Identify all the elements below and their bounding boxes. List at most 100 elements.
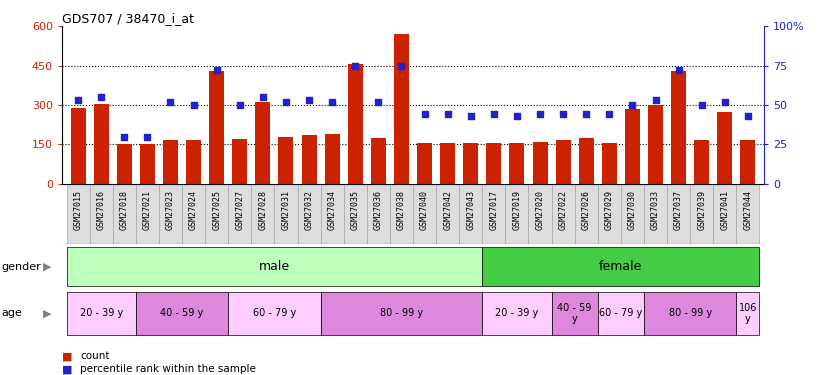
Text: GSM27015: GSM27015 [74, 190, 83, 230]
Point [395, 63, 408, 69]
Point [557, 111, 570, 117]
Text: ▶: ▶ [43, 262, 51, 272]
Text: GSM27044: GSM27044 [743, 190, 752, 230]
Text: 40 - 59
y: 40 - 59 y [558, 303, 592, 324]
Point [140, 134, 154, 140]
Bar [93, 104, 109, 184]
Text: GDS707 / 38470_i_at: GDS707 / 38470_i_at [62, 12, 194, 25]
Text: female: female [599, 260, 643, 273]
Point [649, 97, 662, 103]
Bar [209, 71, 224, 184]
Bar [182, 184, 205, 244]
Bar [297, 184, 320, 244]
Bar [621, 184, 644, 244]
Bar [644, 184, 667, 244]
Bar [344, 184, 367, 244]
Point [441, 111, 454, 117]
Bar [90, 184, 113, 244]
Point [626, 102, 639, 108]
Bar [67, 247, 482, 286]
Text: GSM27039: GSM27039 [697, 190, 706, 230]
Bar [116, 144, 132, 184]
Point [164, 99, 177, 105]
Bar [371, 138, 386, 184]
Text: GSM27029: GSM27029 [605, 190, 614, 230]
Text: GSM27022: GSM27022 [558, 190, 567, 230]
Text: GSM27043: GSM27043 [466, 190, 475, 230]
Bar [533, 142, 548, 184]
Text: GSM27040: GSM27040 [420, 190, 429, 230]
Text: GSM27037: GSM27037 [674, 190, 683, 230]
Text: GSM27023: GSM27023 [166, 190, 175, 230]
Text: GSM27028: GSM27028 [259, 190, 268, 230]
Bar [413, 184, 436, 244]
Bar [691, 184, 713, 244]
Bar [736, 184, 759, 244]
Bar [159, 184, 182, 244]
Text: GSM27036: GSM27036 [374, 190, 383, 230]
Bar [529, 184, 552, 244]
Text: GSM27016: GSM27016 [97, 190, 106, 230]
Bar [694, 141, 710, 184]
Point [372, 99, 385, 105]
Bar [325, 134, 339, 184]
Bar [482, 184, 506, 244]
Text: 20 - 39 y: 20 - 39 y [79, 309, 123, 318]
Bar [459, 184, 482, 244]
Text: GSM27020: GSM27020 [535, 190, 544, 230]
Text: ■: ■ [62, 364, 73, 374]
Point [534, 111, 547, 117]
Text: GSM27042: GSM27042 [443, 190, 452, 230]
Text: count: count [80, 351, 110, 361]
Text: gender: gender [2, 262, 41, 272]
Bar [506, 184, 529, 244]
Bar [552, 292, 598, 335]
Text: 60 - 79 y: 60 - 79 y [253, 309, 296, 318]
Bar [320, 292, 482, 335]
Text: percentile rank within the sample: percentile rank within the sample [80, 364, 256, 374]
Text: 80 - 99 y: 80 - 99 y [668, 309, 712, 318]
Text: 40 - 59 y: 40 - 59 y [160, 309, 204, 318]
Text: male: male [259, 260, 290, 273]
Bar [482, 292, 552, 335]
Bar [186, 141, 201, 184]
Bar [482, 247, 759, 286]
Text: GSM27024: GSM27024 [189, 190, 198, 230]
Bar [140, 144, 155, 184]
Point [349, 63, 362, 69]
Text: GSM27034: GSM27034 [328, 190, 337, 230]
Bar [67, 292, 135, 335]
Bar [487, 143, 501, 184]
Bar [348, 64, 363, 184]
Bar [135, 292, 228, 335]
Bar [440, 143, 455, 184]
Text: GSM27032: GSM27032 [305, 190, 314, 230]
Point [741, 113, 754, 119]
Point [695, 102, 709, 108]
Bar [436, 184, 459, 244]
Bar [625, 109, 640, 184]
Bar [278, 136, 293, 184]
Bar [717, 112, 733, 184]
Bar [579, 138, 594, 184]
Text: GSM27033: GSM27033 [651, 190, 660, 230]
Text: 20 - 39 y: 20 - 39 y [496, 309, 539, 318]
Bar [602, 143, 617, 184]
Point [464, 113, 477, 119]
Bar [367, 184, 390, 244]
Point [418, 111, 431, 117]
Point [187, 102, 200, 108]
Point [95, 94, 108, 100]
Point [256, 94, 269, 100]
Bar [463, 143, 478, 184]
Bar [255, 102, 270, 184]
Bar [556, 141, 571, 184]
Bar [671, 71, 686, 184]
Bar [417, 143, 432, 184]
Bar [301, 135, 316, 184]
Bar [228, 292, 320, 335]
Text: ▶: ▶ [43, 309, 51, 318]
Point [117, 134, 131, 140]
Text: GSM27018: GSM27018 [120, 190, 129, 230]
Text: 80 - 99 y: 80 - 99 y [380, 309, 423, 318]
